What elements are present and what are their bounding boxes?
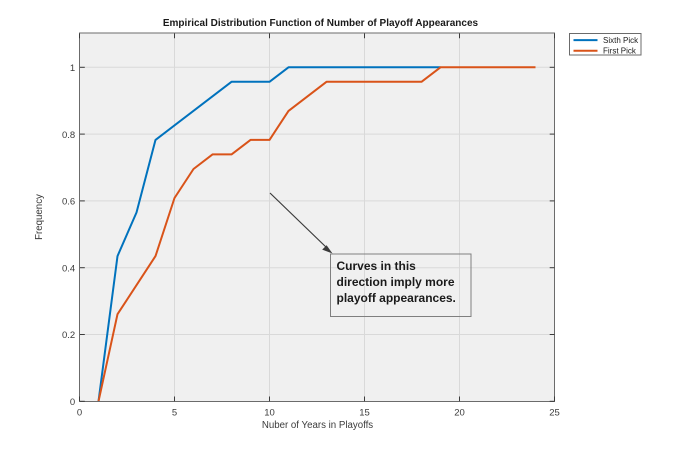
svg-text:5: 5 bbox=[172, 407, 177, 418]
svg-text:playoff appearances.: playoff appearances. bbox=[337, 291, 456, 305]
svg-text:Empirical Distribution Functio: Empirical Distribution Function of Numbe… bbox=[163, 18, 479, 29]
svg-text:0.8: 0.8 bbox=[62, 130, 75, 141]
svg-text:Curves in this: Curves in this bbox=[337, 259, 417, 273]
svg-text:25: 25 bbox=[549, 407, 560, 418]
svg-text:0.6: 0.6 bbox=[62, 197, 75, 208]
svg-text:10: 10 bbox=[264, 407, 275, 418]
svg-text:First Pick: First Pick bbox=[603, 46, 637, 55]
svg-text:0.4: 0.4 bbox=[62, 263, 75, 274]
svg-text:0: 0 bbox=[70, 397, 75, 408]
svg-text:Nuber of Years in Playoffs: Nuber of Years in Playoffs bbox=[262, 420, 373, 431]
svg-text:15: 15 bbox=[359, 407, 370, 418]
svg-text:1: 1 bbox=[70, 63, 75, 74]
svg-text:0: 0 bbox=[77, 407, 82, 418]
svg-text:0.2: 0.2 bbox=[62, 330, 75, 341]
svg-text:Frequency: Frequency bbox=[34, 194, 45, 240]
svg-text:20: 20 bbox=[454, 407, 465, 418]
svg-text:direction imply more: direction imply more bbox=[337, 275, 455, 289]
svg-text:Sixth Pick: Sixth Pick bbox=[603, 36, 639, 45]
